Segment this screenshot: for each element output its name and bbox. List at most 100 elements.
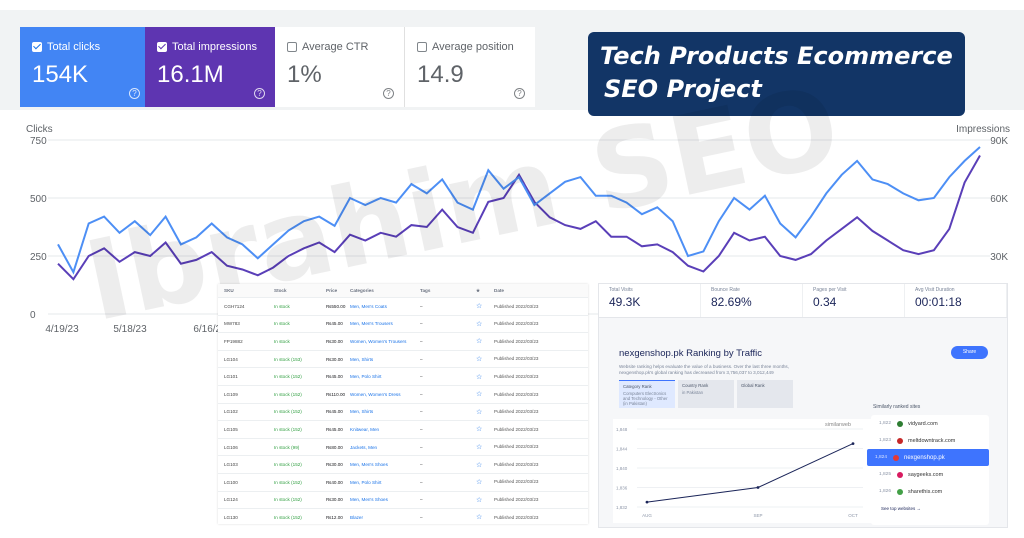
checkbox-unchecked-icon[interactable] — [417, 42, 427, 52]
share-button[interactable]: Share — [951, 346, 988, 359]
table-row[interactable]: LG130 In stock (152) ₨12.00 Blazer – ☆ Publish… — [218, 509, 588, 524]
x-tick-label: 5/18/23 — [113, 324, 147, 335]
col-header[interactable]: Stock — [274, 288, 287, 293]
col-header[interactable]: SKU — [224, 288, 234, 293]
category-cell[interactable]: Men, Shirts — [350, 356, 374, 362]
category-cell[interactable]: Men, Men's Shoes — [350, 497, 388, 503]
total-impressions-card[interactable]: Total impressions 16.1M ? — [145, 27, 275, 107]
featured-star-icon[interactable]: ☆ — [476, 356, 483, 364]
site-favicon-icon — [893, 454, 899, 461]
sku-cell: MW783 — [224, 321, 240, 327]
rank-point — [645, 500, 649, 504]
featured-star-icon[interactable]: ☆ — [476, 426, 483, 434]
tab-country-rank[interactable]: Country Rank in Pakistan — [678, 380, 734, 408]
table-row[interactable]: LG102 In stock (152) ₨45.00 Men, Shirts – ☆ Pu… — [218, 404, 588, 422]
category-cell[interactable]: Men, Polo Shirt — [350, 374, 382, 380]
category-cell[interactable]: Women, Women's Dress — [350, 391, 401, 397]
similar-site-item[interactable]: 1,826 sharethis.com — [871, 483, 989, 500]
col-header[interactable]: Price — [326, 288, 338, 293]
featured-star-icon[interactable]: ☆ — [476, 338, 483, 346]
price-cell: ₨110.00 — [326, 391, 346, 397]
tab-sub: Computers Electronics and Technology - O… — [623, 391, 668, 406]
featured-star-icon[interactable]: ☆ — [476, 373, 483, 381]
rank-trend-svg: 1,848 1,844 1,840 1,836 1,832 AUG SEP OCT — [616, 427, 863, 518]
category-cell[interactable]: Jackets, Men — [350, 444, 378, 450]
site-name: nexgenshop.pk — [904, 454, 945, 461]
help-icon[interactable]: ? — [514, 88, 525, 99]
tab-label: Category Rank — [623, 384, 652, 389]
table-row[interactable]: LG109 In stock (152) ₨110.00 Women, Women's… — [218, 386, 588, 404]
featured-star-icon[interactable]: ☆ — [476, 479, 483, 487]
help-icon[interactable]: ? — [254, 88, 265, 99]
table-row[interactable]: LG100 In stock (152) ₨40.00 Men, Polo Shirt… — [218, 474, 588, 492]
featured-star-icon[interactable]: ☆ — [476, 496, 483, 504]
table-header-row: SKU Stock Price Categories Tags ★ Date — [218, 284, 588, 298]
tags-cell: – — [420, 391, 423, 397]
table-row[interactable]: CGH7124 In stock ₨550.00 Men, Men's Coats – ☆… — [218, 298, 588, 316]
table-row[interactable]: LG103 In stock (152) ₨30.00 Men, Men's Shoe… — [218, 456, 588, 474]
featured-star-icon[interactable]: ☆ — [476, 391, 483, 399]
table-row[interactable]: FP19882 In stock ₨30.00 Women, Women's Trou… — [218, 333, 588, 351]
rank-tabs: Category Rank Computers Electronics and T… — [619, 380, 793, 408]
category-cell[interactable]: Knitwear, Men — [350, 426, 380, 432]
featured-star-icon[interactable]: ☆ — [476, 303, 483, 311]
category-cell[interactable]: Men, Men's Coats — [350, 303, 387, 309]
right-tick-label: 90K — [990, 136, 1008, 147]
see-top-websites-link[interactable]: See top websites → — [881, 506, 922, 511]
site-name: meltdowntrack.com — [908, 437, 956, 444]
left-tick-label: 250 — [30, 252, 47, 263]
price-cell: ₨30.00 — [326, 462, 343, 468]
table-row[interactable]: LG105 In stock (152) ₨45.00 Knitwear, Men – ☆… — [218, 421, 588, 439]
tab-label: Country Rank — [682, 383, 709, 388]
table-row[interactable]: LG106 In stock (99) ₨80.00 Jackets, Men – ☆ Pu… — [218, 439, 588, 457]
table-row[interactable]: MW783 In stock ₨45.00 Men, Men's Trousers – ☆… — [218, 316, 588, 334]
tab-category-rank[interactable]: Category Rank Computers Electronics and T… — [619, 380, 675, 408]
featured-star-icon[interactable]: ☆ — [476, 408, 483, 416]
date-cell: Published 2022/03/23 — [494, 321, 539, 327]
similar-sites-list: 1,822 vidyard.com 1,823 meltdowntrack.com 1,… — [867, 415, 989, 525]
featured-star-icon[interactable]: ☆ — [476, 514, 483, 522]
tags-cell: – — [420, 303, 423, 309]
col-header[interactable]: Categories — [350, 288, 374, 293]
category-cell[interactable]: Men, Shirts — [350, 409, 374, 415]
featured-star-icon[interactable]: ☆ — [476, 320, 483, 328]
category-cell[interactable]: Women, Women's Trousers — [350, 338, 407, 344]
col-header[interactable]: ★ — [476, 287, 481, 293]
sku-cell: FP19882 — [224, 338, 243, 344]
stock-cell: In stock (152) — [274, 391, 302, 397]
similar-site-item[interactable]: 1,825 saygeeks.com — [871, 466, 989, 483]
metric-label: Total impressions — [172, 41, 257, 53]
project-title-banner: Tech Products Ecommerce SEO Project — [588, 32, 965, 116]
help-icon[interactable]: ? — [129, 88, 140, 99]
category-cell[interactable]: Men, Men's Trousers — [350, 321, 393, 327]
site-name: sharethis.com — [908, 488, 943, 495]
total-clicks-card[interactable]: Total clicks 154K ? — [20, 27, 150, 107]
checkbox-unchecked-icon[interactable] — [287, 42, 297, 52]
category-cell[interactable]: Men, Polo Shirt — [350, 479, 382, 485]
checkbox-checked-icon[interactable] — [32, 42, 42, 52]
x-tick-label: 4/19/23 — [45, 324, 79, 335]
stock-cell: In stock (152) — [274, 497, 302, 503]
col-header[interactable]: Date — [494, 288, 504, 293]
featured-star-icon[interactable]: ☆ — [476, 461, 483, 469]
table-row[interactable]: LG101 In stock (152) ₨45.00 Men, Polo Shirt… — [218, 368, 588, 386]
similar-site-item[interactable]: 1,823 meltdowntrack.com — [871, 432, 989, 449]
average-ctr-card[interactable]: Average CTR 1% ? — [275, 27, 405, 107]
col-header[interactable]: Tags — [420, 288, 431, 293]
category-cell[interactable]: Men, Men's Shoes — [350, 462, 388, 468]
similar-site-item[interactable]: 1,824 nexgenshop.pk — [867, 449, 989, 466]
site-name: vidyard.com — [908, 420, 938, 427]
table-row[interactable]: LG124 In stock (152) ₨30.00 Men, Men's Shoe… — [218, 492, 588, 510]
featured-star-icon[interactable]: ☆ — [476, 444, 483, 452]
stock-cell: In stock (152) — [274, 479, 302, 485]
checkbox-checked-icon[interactable] — [157, 42, 167, 52]
average-position-card[interactable]: Average position 14.9 ? — [405, 27, 535, 107]
category-cell[interactable]: Blazer — [350, 514, 364, 520]
help-icon[interactable]: ? — [383, 88, 394, 99]
date-cell: Published 2022/03/23 — [494, 356, 539, 362]
price-cell: ₨550.00 — [326, 303, 346, 309]
table-row[interactable]: LG104 In stock (153) ₨30.00 Men, Shirts – ☆ Pu… — [218, 351, 588, 369]
tab-global-rank[interactable]: Global Rank — [737, 380, 793, 408]
similar-site-item[interactable]: 1,822 vidyard.com — [871, 415, 989, 432]
date-cell: Published 2022/03/23 — [494, 479, 539, 485]
